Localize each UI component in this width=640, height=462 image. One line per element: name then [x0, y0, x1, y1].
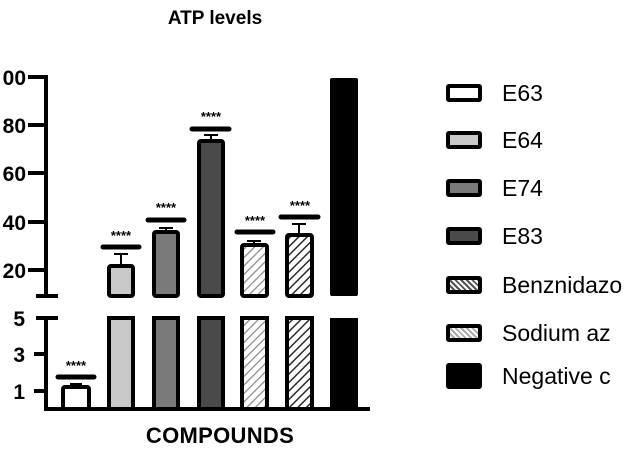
significance-e63: ****	[66, 358, 87, 373]
legend-swatch	[446, 276, 482, 294]
legend-label: E64	[502, 126, 543, 153]
bar-e83: ****	[189, 109, 232, 411]
legend-item-e83: E83	[446, 221, 543, 251]
legend-label: Benznidazo	[502, 271, 623, 298]
bar-negative-control	[330, 78, 358, 409]
chart-title: ATP levels	[167, 8, 263, 29]
tick-label-80: 80	[3, 115, 26, 138]
bar-e64: ****	[100, 228, 142, 411]
tick-label-20: 20	[3, 260, 26, 283]
legend-item-e63: E63	[446, 78, 543, 108]
legend-item-sodium-azide: Sodium az	[446, 318, 611, 348]
tick-label-40: 40	[3, 212, 26, 235]
legend-label: E63	[502, 79, 543, 106]
legend-item-negative-control: Negative c	[446, 361, 611, 391]
significance-sodium-azide: ****	[245, 213, 266, 228]
legend-item-e64: E64	[446, 125, 543, 155]
legend-swatch	[446, 227, 482, 245]
legend-item-benznidazole: Benznidazo	[446, 270, 622, 300]
legend-swatch	[446, 84, 482, 102]
significance-benznidazole: ****	[290, 198, 311, 213]
legend-item-e74: E74	[446, 173, 543, 203]
significance-e64: ****	[111, 228, 132, 243]
x-axis-label: COMPOUNDS	[145, 423, 295, 448]
legend-label: E83	[502, 222, 543, 249]
legend-swatch	[446, 131, 482, 149]
legend-swatch	[446, 324, 482, 342]
y-axis-lower: 5 3 1	[13, 308, 58, 410]
legend-label: E74	[502, 174, 543, 201]
tick-label-1: 1	[13, 381, 25, 404]
significance-e83: ****	[201, 109, 222, 124]
bar-sodium-azide: ****	[234, 213, 276, 411]
significance-e74: ****	[156, 200, 177, 215]
tick-label-3: 3	[13, 344, 25, 367]
bar-e74: ****	[145, 200, 187, 411]
bar-e63: ****	[55, 358, 97, 411]
y-axis-upper: 00 80 60 40 20	[3, 67, 58, 298]
legend-label: Sodium az	[502, 319, 611, 346]
tick-label-100: 00	[3, 67, 26, 90]
bar-benznidazole: ****	[278, 198, 321, 411]
tick-label-5: 5	[13, 308, 25, 331]
legend-swatch	[446, 179, 482, 197]
tick-label-60: 60	[3, 163, 26, 186]
legend-swatch	[446, 363, 482, 389]
legend-label: Negative c	[502, 362, 611, 389]
